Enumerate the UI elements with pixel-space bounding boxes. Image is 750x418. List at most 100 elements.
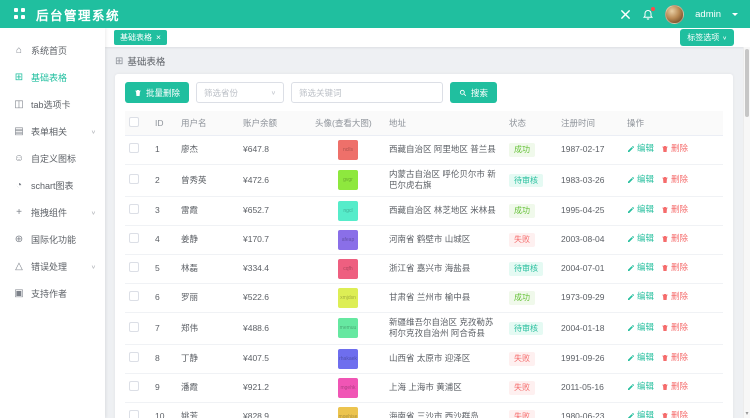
batch-delete-button[interactable]: 批量删除 (125, 82, 190, 103)
edit-button[interactable]: 编辑 (627, 291, 654, 302)
chevron-down-icon: ∨ (90, 264, 96, 270)
province-select[interactable]: 筛选省份 ∨ (196, 82, 285, 103)
column-header: 注册时间 (557, 111, 623, 136)
user-avatar-thumbnail[interactable]: gvgr (338, 170, 358, 191)
sidebar-item-tab选项卡[interactable]: ◫ tab选项卡 (0, 91, 105, 118)
sidebar-item-基础表格[interactable]: ⊞ 基础表格 (0, 64, 105, 91)
sidebar-item-系统首页[interactable]: ⌂ 系统首页 (0, 37, 105, 64)
cell-id: 6 (151, 283, 177, 313)
close-icon[interactable]: × (156, 32, 161, 43)
sidebar-item-支持作者[interactable]: ▣ 支持作者 (0, 280, 105, 307)
edit-button[interactable]: 编辑 (627, 381, 654, 392)
user-avatar-thumbnail[interactable]: mgehk (338, 377, 358, 398)
row-checkbox[interactable] (129, 291, 139, 302)
delete-button[interactable]: 删除 (661, 322, 688, 333)
delete-button[interactable]: 删除 (661, 410, 688, 418)
edit-button[interactable]: 编辑 (627, 352, 654, 363)
toolbar: 批量删除 筛选省份 ∨ 搜索 (125, 82, 723, 103)
delete-button[interactable]: 删除 (661, 204, 688, 215)
status-badge: 失败 (509, 233, 535, 247)
user-avatar-thumbnail[interactable]: nclls (338, 140, 358, 160)
cell-username: 曾秀英 (177, 164, 239, 197)
notification-badge (651, 7, 656, 11)
delete-button[interactable]: 删除 (661, 143, 688, 154)
row-checkbox[interactable] (129, 381, 139, 392)
delete-button[interactable]: 删除 (661, 381, 688, 392)
cell-register-date: 1973-09-29 (557, 283, 623, 313)
delete-button[interactable]: 删除 (661, 352, 688, 363)
cell-register-date: 2004-01-18 (557, 312, 623, 345)
sidebar-item-schart图表[interactable]: ◔ schart图表 (0, 172, 105, 199)
sidebar-item-表单相关[interactable]: ▤ 表单相关 ∨ (0, 118, 105, 145)
sidebar-item-国际化功能[interactable]: ⊕ 国际化功能 (0, 226, 105, 253)
row-checkbox[interactable] (129, 173, 139, 184)
scrollbar-thumb[interactable] (745, 49, 749, 117)
table-row: 5 林磊 ¥334.4 cqfh 浙江省 嘉兴市 海盐县 待审核 2004-07-01 编辑删… (125, 254, 723, 284)
chart-icon: ◔ (15, 180, 23, 191)
delete-button[interactable]: 删除 (661, 174, 688, 185)
row-checkbox[interactable] (129, 410, 139, 418)
status-badge: 失败 (509, 352, 535, 366)
edit-button[interactable]: 编辑 (627, 322, 654, 333)
delete-button[interactable]: 删除 (661, 262, 688, 273)
table-row: 1 廖杰 ¥647.8 nclls 西藏自治区 阿里地区 普兰县 成功 1987-02-17… (125, 135, 723, 165)
cell-username: 姜静 (177, 225, 239, 255)
sidebar-item-label: 自定义图标 (31, 154, 77, 164)
username[interactable]: admin (695, 8, 721, 20)
cell-address: 内蒙古自治区 呼伦贝尔市 新巴尔虎右旗 (385, 164, 505, 197)
sidebar-item-自定义图标[interactable]: ☺ 自定义图标 (0, 145, 105, 172)
tag-options-button[interactable]: 标签选项 ∨ (680, 29, 734, 46)
delete-button[interactable]: 删除 (661, 291, 688, 302)
keyword-input[interactable] (291, 82, 444, 103)
edit-button[interactable]: 编辑 (627, 262, 654, 273)
delete-button[interactable]: 删除 (661, 233, 688, 244)
scrollbar-down-arrow-icon[interactable]: ▾ (745, 411, 749, 417)
caret-down-icon[interactable] (732, 12, 738, 19)
status-badge: 成功 (509, 143, 535, 157)
row-checkbox[interactable] (129, 352, 139, 363)
sidebar-item-label: 系统首页 (31, 46, 68, 56)
edit-button[interactable]: 编辑 (627, 143, 654, 154)
user-avatar-thumbnail[interactable]: ngcl (338, 200, 358, 221)
user-avatar-thumbnail[interactable]: memuu (338, 318, 358, 339)
sidebar-menu: ⌂ 系统首页 ⊞ 基础表格 ◫ tab选项卡 ▤ 表单相关 ∨ ☺ 自定义图标 ◔ schart图表 + 拖… (0, 28, 105, 418)
chevron-down-icon: ∨ (722, 35, 727, 41)
edit-button[interactable]: 编辑 (627, 174, 654, 185)
select-all-checkbox[interactable] (129, 117, 139, 127)
smile-icon: ☺ (13, 153, 25, 164)
bell-icon[interactable] (642, 7, 656, 20)
tab-basic-table[interactable]: 基础表格 × (114, 30, 167, 45)
user-avatar-thumbnail[interactable]: cqfh (338, 258, 358, 279)
row-checkbox[interactable] (129, 262, 139, 273)
row-checkbox[interactable] (129, 233, 139, 244)
sidebar-item-拖拽组件[interactable]: + 拖拽组件 ∨ (0, 199, 105, 226)
status-badge: 成功 (509, 291, 535, 305)
tab-label: 基础表格 (120, 33, 152, 42)
user-avatar-thumbnail[interactable]: mgehjse (338, 406, 358, 418)
fullscreen-icon[interactable] (619, 8, 631, 20)
edit-button[interactable]: 编辑 (627, 233, 654, 244)
row-checkbox[interactable] (129, 321, 139, 332)
edit-button[interactable]: 编辑 (627, 410, 654, 418)
cell-username: 郑伟 (177, 312, 239, 345)
cell-username: 丁静 (177, 344, 239, 374)
sidebar-item-label: 表单相关 (31, 127, 68, 137)
sidebar-item-label: 错误处理 (31, 262, 68, 272)
user-avatar-thumbnail[interactable]: rhakaek (338, 348, 358, 369)
row-checkbox[interactable] (129, 143, 139, 154)
page-title: 基础表格 (127, 57, 166, 68)
user-avatar[interactable] (665, 4, 685, 24)
row-checkbox[interactable] (129, 204, 139, 215)
user-avatar-thumbnail[interactable]: xmjdsn (338, 287, 358, 308)
vertical-scrollbar[interactable]: ▾ (743, 47, 750, 418)
search-button[interactable]: 搜索 (450, 82, 498, 103)
user-avatar-thumbnail[interactable]: afeap (338, 229, 358, 250)
sidebar-item-错误处理[interactable]: △ 错误处理 ∨ (0, 253, 105, 280)
column-header: 账户余额 (239, 111, 311, 136)
column-header: 状态 (505, 111, 557, 136)
chevron-down-icon: ∨ (270, 90, 277, 96)
cell-id: 3 (151, 196, 177, 226)
table-icon: ⊞ (115, 55, 124, 67)
column-header: 地址 (385, 111, 505, 136)
edit-button[interactable]: 编辑 (627, 204, 654, 215)
